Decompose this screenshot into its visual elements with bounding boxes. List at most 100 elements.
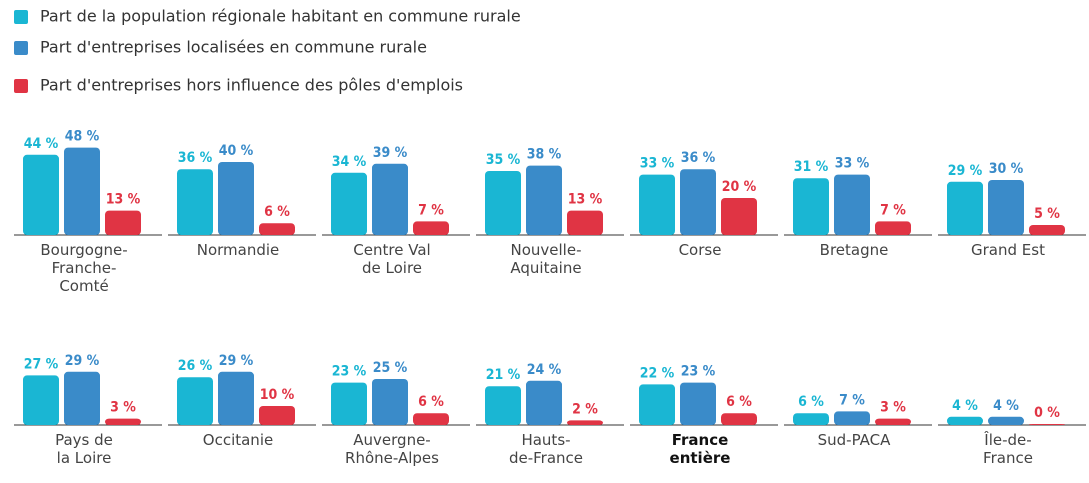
bar [793, 413, 829, 425]
bar [23, 375, 59, 425]
value-label: 29 % [948, 163, 983, 179]
bar [1029, 225, 1065, 235]
bar [413, 221, 449, 235]
legend-swatch [14, 41, 28, 55]
value-label: 7 % [880, 202, 906, 218]
bar [567, 210, 603, 235]
bar [567, 420, 603, 425]
value-label: 6 % [726, 394, 752, 410]
category-label: Normandie [196, 241, 280, 259]
value-label: 3 % [880, 400, 906, 416]
value-label: 13 % [106, 192, 141, 208]
bar [372, 379, 408, 425]
value-label: 33 % [835, 156, 870, 172]
bar [834, 411, 870, 425]
bar [485, 171, 521, 235]
bar [23, 154, 59, 235]
bar [526, 165, 562, 235]
value-label: 48 % [65, 129, 100, 145]
bar [413, 413, 449, 425]
value-label: 4 % [993, 398, 1019, 414]
bar [218, 162, 254, 235]
bar [947, 416, 983, 425]
legend-text: Part d'entreprises localisées en commune… [40, 38, 427, 57]
bar [259, 223, 295, 235]
value-label: 6 % [264, 204, 290, 220]
category-label: Île-de- France [983, 431, 1033, 467]
category-label: Bourgogne- Franche- Comté [40, 241, 128, 295]
bar [105, 418, 141, 425]
value-label: 0 % [1034, 405, 1060, 421]
value-label: 6 % [798, 394, 824, 410]
bar [177, 169, 213, 235]
category-label: Nouvelle- Aquitaine [510, 241, 582, 277]
bar [177, 377, 213, 425]
bar [218, 371, 254, 425]
legend-text: Part d'entreprises hors influence des pô… [40, 76, 463, 95]
category-label: Corse [678, 241, 722, 259]
value-label: 26 % [178, 358, 213, 374]
category-label: Centre Val de Loire [353, 241, 431, 277]
value-label: 24 % [527, 362, 562, 378]
value-label: 6 % [418, 394, 444, 410]
value-label: 5 % [1034, 206, 1060, 222]
value-label: 33 % [640, 156, 675, 172]
bar [639, 174, 675, 235]
bar [721, 198, 757, 235]
bar [680, 382, 716, 425]
bar [721, 413, 757, 425]
category-label: Grand Est [971, 241, 1045, 259]
bar [988, 416, 1024, 425]
value-label: 44 % [24, 136, 59, 152]
value-label: 30 % [989, 161, 1024, 177]
value-label: 31 % [794, 159, 829, 175]
value-label: 36 % [178, 150, 213, 166]
bar [793, 178, 829, 235]
category-label: Bretagne [819, 241, 889, 259]
value-label: 23 % [332, 364, 367, 380]
value-label: 38 % [527, 147, 562, 163]
value-label: 7 % [418, 202, 444, 218]
bar [834, 174, 870, 235]
value-label: 29 % [219, 353, 254, 369]
bar [259, 406, 295, 425]
value-label: 20 % [722, 179, 757, 195]
value-label: 22 % [640, 365, 675, 381]
category-label: Auvergne- Rhône-Alpes [345, 431, 439, 467]
category-label: Pays de la Loire [55, 431, 113, 467]
bar [875, 221, 911, 235]
value-label: 39 % [373, 145, 408, 161]
value-label: 27 % [24, 356, 59, 372]
value-label: 34 % [332, 154, 367, 170]
category-label: Sud-PACA [817, 431, 891, 449]
legend-swatch [14, 79, 28, 93]
value-label: 23 % [681, 364, 716, 380]
bar [988, 180, 1024, 235]
value-label: 7 % [839, 392, 865, 408]
value-label: 21 % [486, 367, 521, 383]
bar [680, 169, 716, 235]
bar [485, 386, 521, 425]
value-label: 2 % [572, 401, 598, 417]
bar [105, 210, 141, 235]
bar [526, 380, 562, 425]
value-label: 3 % [110, 400, 136, 416]
value-label: 29 % [65, 353, 100, 369]
bar [947, 181, 983, 235]
bar [64, 371, 100, 425]
value-label: 10 % [260, 387, 295, 403]
bar [639, 384, 675, 425]
category-label: Hauts- de-France [508, 431, 584, 467]
value-label: 4 % [952, 398, 978, 414]
legend-text: Part de la population régionale habitant… [40, 7, 521, 26]
category-label: France entière [669, 431, 731, 467]
value-label: 35 % [486, 152, 521, 168]
bar [372, 163, 408, 235]
bar [875, 418, 911, 425]
value-label: 40 % [219, 143, 254, 159]
bar [331, 172, 367, 235]
value-label: 13 % [568, 192, 603, 208]
bar [331, 382, 367, 425]
